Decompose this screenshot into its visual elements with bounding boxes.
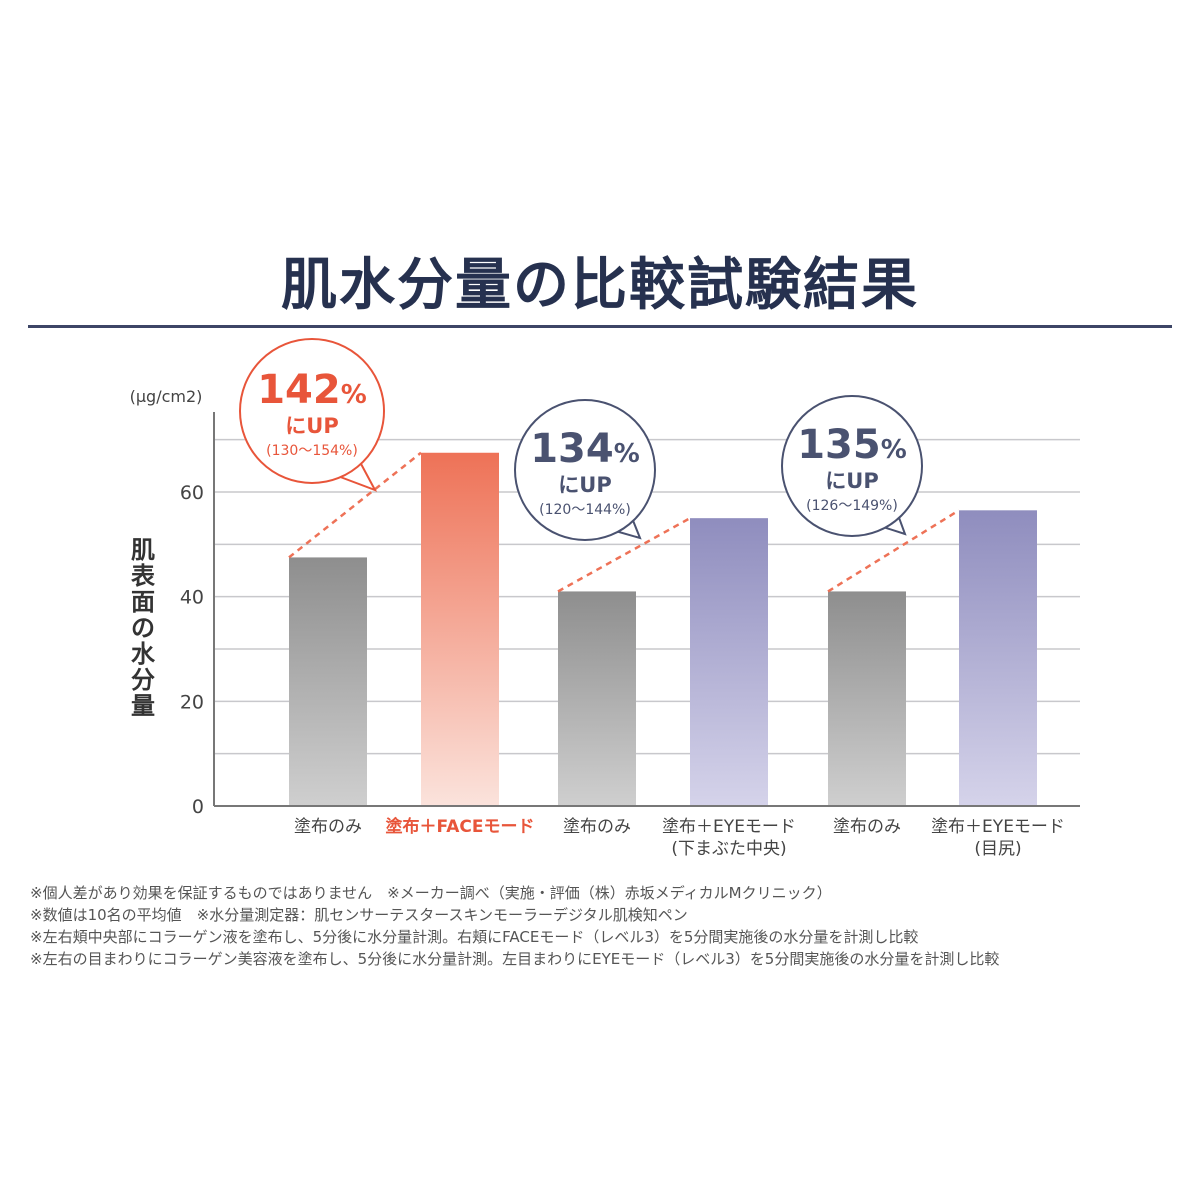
callout-fill — [783, 397, 921, 535]
callout-label: にUP — [285, 414, 338, 438]
x-tick-sublabel: (目尻) — [974, 839, 1021, 859]
callout-fill — [516, 401, 654, 539]
callout-percent: 135% — [797, 422, 907, 468]
callout-bubble: 135%にUP (126〜149%) — [781, 395, 923, 537]
x-tick-label: 塗布＋EYEモード — [931, 816, 1065, 837]
y-axis-label: 肌表面の水分量 — [131, 536, 156, 720]
footnote: ※左右の目まわりにコラーゲン美容液を塗布し、5分後に水分量計測。左目まわりにEY… — [30, 950, 1000, 968]
x-tick-label: 塗布のみ — [833, 816, 901, 837]
y-tick-label: 40 — [180, 587, 204, 609]
callout-bubble: 142%にUP (130〜154%) — [239, 338, 385, 492]
y-tick-label: 0 — [192, 796, 204, 818]
bar — [289, 557, 367, 806]
footnote: ※個人差があり効果を保証するものではありません ※メーカー調べ（実施・評価（株）… — [30, 884, 832, 902]
x-tick-label: 塗布のみ — [294, 816, 362, 837]
y-tick-label: 60 — [180, 482, 204, 504]
callout-percent: 134% — [530, 426, 640, 472]
callout-range: (130〜154%) — [266, 443, 358, 459]
callout-label: にUP — [825, 469, 878, 493]
x-tick-label: 塗布＋EYEモード — [662, 816, 796, 837]
increase-connector-line — [557, 517, 691, 593]
callout-label: にUP — [558, 473, 611, 497]
bar — [690, 518, 768, 806]
x-tick-label: 塗布＋FACEモード — [386, 816, 535, 837]
x-tick-sublabel: (下まぶた中央) — [671, 839, 786, 859]
bar — [828, 591, 906, 806]
bar — [959, 510, 1037, 806]
callout-bubble: 134%にUP (120〜144%) — [514, 399, 656, 541]
page-title: 肌水分量の比較試験結果 — [281, 253, 919, 318]
title-divider — [28, 325, 1172, 328]
y-unit-label: (μg/cm2) — [130, 387, 203, 406]
footnote: ※数値は10名の平均値 ※水分量測定器：肌センサーテスタースキンモーラーデジタル… — [30, 906, 688, 924]
bar — [421, 452, 499, 806]
x-tick-label: 塗布のみ — [563, 816, 631, 837]
bar — [558, 591, 636, 806]
callout-range: (120〜144%) — [539, 502, 631, 518]
increase-connector-line — [827, 509, 960, 593]
callout-range: (126〜149%) — [806, 498, 898, 514]
y-tick-label: 20 — [180, 691, 204, 713]
footnote: ※左右頬中央部にコラーゲン液を塗布し、5分後に水分量計測。右頬にFACEモード（… — [30, 928, 919, 946]
callout-percent: 142% — [257, 367, 367, 413]
callout-fill — [241, 340, 383, 482]
footnotes: ※個人差があり効果を保証するものではありません ※メーカー調べ（実施・評価（株）… — [30, 882, 1180, 970]
